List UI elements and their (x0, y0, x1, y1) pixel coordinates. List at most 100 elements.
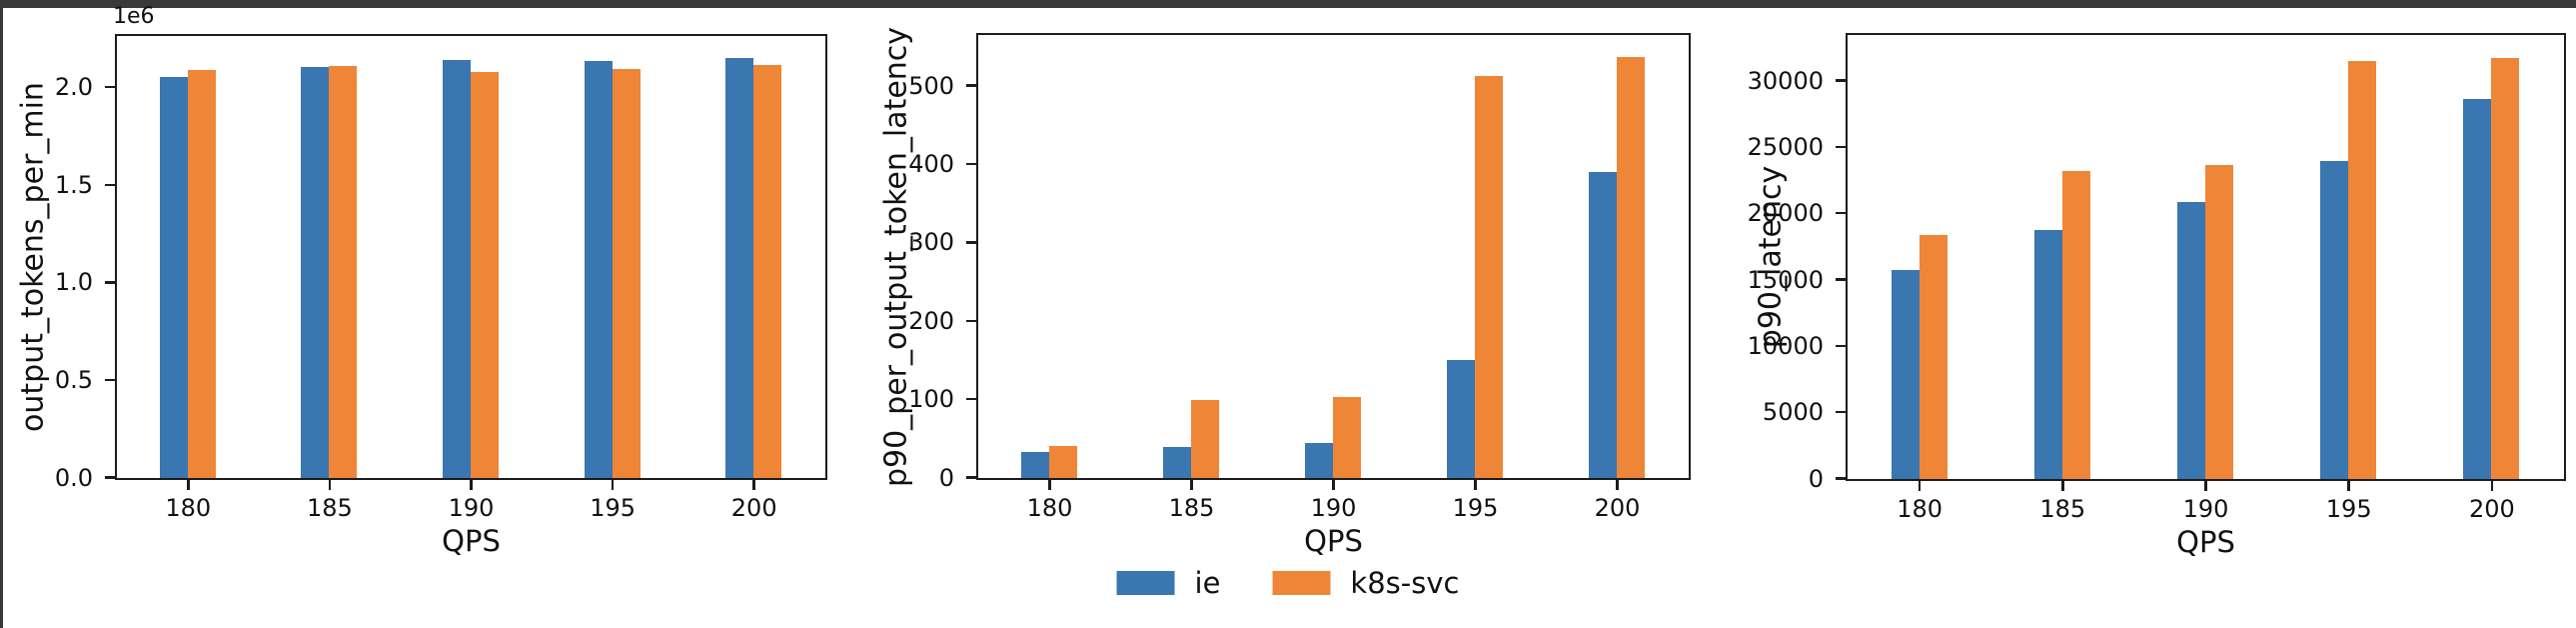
y-tickmark (1836, 145, 1846, 149)
bar-ie-qps-185 (2033, 229, 2062, 479)
bar-k8s-svc-qps-190 (1333, 396, 1361, 478)
y-tick-label: 30000 (1747, 66, 1824, 95)
legend: ie k8s-svc (1116, 566, 1459, 600)
bar-k8s-svc-qps-200 (753, 65, 782, 478)
y-tickmark (966, 84, 976, 87)
y-tick-label: 20000 (1747, 199, 1824, 228)
y-tickmark (1836, 410, 1846, 414)
x-tick-label: 180 (1897, 495, 1942, 523)
plot-area (1846, 33, 2566, 481)
x-tickmark (1190, 480, 1193, 490)
legend-item-ie: ie (1116, 566, 1221, 600)
bar-k8s-svc-qps-180 (1919, 234, 1947, 479)
bar-ie-qps-180 (1021, 452, 1049, 478)
y-axis-label: p90_latency (1753, 165, 1789, 349)
x-tick-label: 180 (165, 494, 212, 522)
y-tickmark (966, 319, 976, 322)
x-tickmark (1048, 480, 1051, 490)
x-tick-label: 200 (2468, 495, 2515, 523)
x-tickmark (1474, 480, 1477, 490)
x-tick-label: 200 (1594, 494, 1641, 522)
y-tickmark (1836, 79, 1846, 82)
y-tick-label: 0.5 (54, 365, 93, 394)
y-tick-label: 300 (908, 228, 954, 257)
x-tick-label: 200 (730, 494, 777, 522)
y-tick-label: 200 (908, 306, 954, 335)
x-tickmark (2347, 481, 2350, 491)
bar-ie-qps-190 (1305, 442, 1333, 478)
bar-k8s-svc-qps-200 (2491, 57, 2520, 479)
bar-ie-qps-195 (1447, 360, 1475, 478)
bar-ie-qps-180 (1891, 270, 1920, 479)
x-tick-label: 190 (1310, 494, 1357, 522)
x-tickmark (187, 480, 190, 490)
plot-area (115, 34, 827, 480)
bar-k8s-svc-qps-190 (471, 71, 499, 478)
bar-k8s-svc-qps-195 (612, 69, 641, 478)
bar-ie-qps-180 (159, 76, 188, 478)
y-tickmark (105, 281, 115, 284)
x-tickmark (1918, 481, 1922, 491)
x-tickmark (2490, 481, 2494, 491)
y-tick-label: 0.0 (54, 463, 93, 492)
y-tickmark (966, 241, 976, 244)
y-tickmark (1836, 477, 1846, 480)
x-tick-label: 180 (1026, 494, 1073, 522)
legend-item-k8s-svc: k8s-svc (1272, 566, 1459, 600)
plot-area (976, 33, 1691, 480)
bar-k8s-svc-qps-185 (1191, 399, 1219, 478)
y-tick-label: 1.5 (54, 170, 93, 199)
x-tickmark (611, 480, 615, 490)
y-tickmark (966, 476, 976, 479)
x-tick-label: 185 (2039, 495, 2086, 523)
legend-swatch-k8s-svc (1272, 571, 1331, 595)
y-tickmark (1836, 278, 1846, 281)
bar-k8s-svc-qps-190 (2205, 164, 2233, 479)
legend-swatch-ie (1116, 571, 1175, 595)
x-axis-label: QPS (2176, 525, 2235, 559)
x-tick-label: 185 (306, 494, 353, 522)
y-tick-label: 100 (908, 385, 954, 414)
x-tickmark (1332, 480, 1335, 490)
bar-ie-qps-185 (1163, 447, 1191, 478)
bar-k8s-svc-qps-200 (1617, 57, 1645, 478)
bar-k8s-svc-qps-180 (1049, 445, 1077, 478)
y-tick-label: 25000 (1747, 132, 1824, 161)
x-tick-label: 195 (590, 494, 636, 522)
y-tick-label: 500 (908, 71, 954, 100)
y-tick-label: 2.0 (54, 73, 93, 102)
window-left-border (0, 0, 3, 628)
y-tick-label: 10000 (1747, 331, 1824, 360)
y-axis-label: output_tokens_per_min (15, 82, 51, 432)
bar-ie-qps-195 (584, 61, 613, 478)
y-tick-label: 0 (1808, 464, 1824, 493)
x-tickmark (2204, 481, 2207, 491)
x-axis-label: QPS (442, 524, 501, 558)
bar-ie-qps-200 (2463, 99, 2492, 479)
bar-ie-qps-190 (2177, 201, 2205, 479)
window-top-border (0, 0, 2576, 8)
bar-ie-qps-185 (301, 66, 330, 478)
x-tickmark (752, 480, 755, 490)
bar-k8s-svc-qps-195 (2348, 61, 2377, 479)
y-tickmark (105, 183, 115, 187)
y-tickmark (1836, 344, 1846, 348)
y-tickmark (966, 397, 976, 401)
x-tick-label: 185 (1168, 494, 1215, 522)
bar-ie-qps-195 (2320, 161, 2349, 479)
y-tickmark (105, 378, 115, 382)
legend-label-ie: ie (1194, 566, 1221, 600)
bar-k8s-svc-qps-195 (1475, 75, 1503, 478)
y-tick-label: 5000 (1762, 398, 1824, 427)
y-tick-label: 15000 (1747, 265, 1824, 294)
x-tickmark (2061, 481, 2064, 491)
y-tick-label: 1.0 (54, 268, 93, 297)
x-tickmark (470, 480, 473, 490)
bar-k8s-svc-qps-185 (2061, 171, 2090, 479)
x-tick-label: 190 (448, 494, 495, 522)
x-tick-label: 195 (1452, 494, 1499, 522)
x-axis-label: QPS (1304, 524, 1363, 558)
